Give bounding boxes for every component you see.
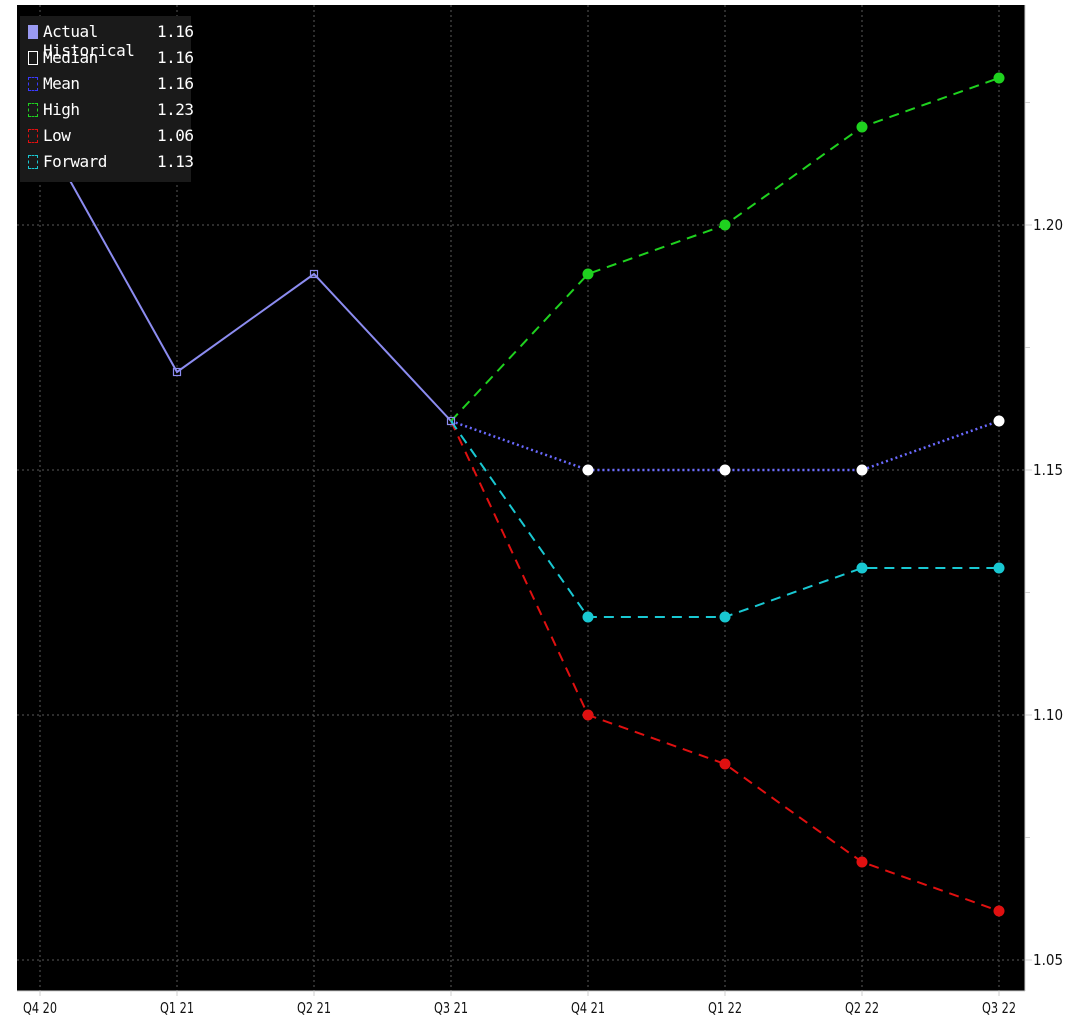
data-point-high [582, 268, 594, 280]
data-point-forward [856, 562, 868, 574]
data-point-low [582, 709, 594, 721]
legend-value: 1.16 [157, 74, 194, 93]
data-point-forward [993, 562, 1005, 574]
data-point-median [993, 415, 1005, 427]
y-tick-label: 1.20 [1033, 216, 1063, 234]
x-tick-label: Q3 22 [982, 999, 1016, 1017]
data-point-median [719, 464, 731, 476]
legend-item-mean[interactable]: Mean 1.16 [20, 72, 194, 96]
legend-label: Low [43, 126, 71, 145]
data-point-high [993, 72, 1005, 84]
legend-swatch [28, 103, 38, 117]
data-point-low [993, 905, 1005, 917]
legend-swatch [28, 155, 38, 169]
data-point-high [856, 121, 868, 133]
series-line-low [450, 420, 1000, 912]
legend-value: 1.13 [157, 152, 194, 171]
data-point-actual-historical [309, 269, 319, 279]
legend-label: Actual Historical [43, 22, 135, 60]
legend-swatch [28, 129, 38, 143]
legend-swatch [28, 51, 38, 65]
x-tick-label: Q2 22 [845, 999, 879, 1017]
y-tick-label: 1.05 [1033, 951, 1063, 969]
series-layer [35, 72, 1005, 917]
series-line-actual-historical [39, 126, 452, 422]
data-point-low [719, 758, 731, 770]
legend-item-high[interactable]: High 1.23 [20, 98, 194, 122]
legend-swatch [28, 25, 38, 39]
legend-label: Median [43, 48, 98, 67]
legend-value: 1.23 [157, 100, 194, 119]
y-tick-label: 1.15 [1033, 461, 1063, 479]
legend-swatch [28, 77, 38, 91]
legend-value: 1.16 [157, 22, 194, 41]
x-tick-label: Q4 21 [571, 999, 605, 1017]
legend-value: 1.16 [157, 48, 194, 67]
data-point-forward [719, 611, 731, 623]
legend-value: 1.06 [157, 126, 194, 145]
data-point-median [856, 464, 868, 476]
series-line-mean [450, 419, 1000, 472]
y-tick-label: 1.10 [1033, 706, 1063, 724]
x-tick-label: Q1 21 [160, 999, 194, 1017]
data-point-forward [582, 611, 594, 623]
legend-item-low[interactable]: Low 1.06 [20, 124, 194, 148]
x-tick-label: Q2 21 [297, 999, 331, 1017]
data-point-low [856, 856, 868, 868]
x-tick-label: Q1 22 [708, 999, 742, 1017]
legend-item-forward[interactable]: Forward 1.13 [20, 150, 194, 174]
data-point-high [719, 219, 731, 231]
legend-label: Forward [43, 152, 107, 171]
data-point-actual-historical [446, 416, 456, 426]
legend-label: High [43, 100, 80, 119]
data-point-median [582, 464, 594, 476]
data-point-actual-historical [172, 367, 182, 377]
legend-label: Mean [43, 74, 80, 93]
x-tick-label: Q3 21 [434, 999, 468, 1017]
axes: 1.05 1.10 1.15 1.20 Q4 20 Q1 21 Q2 21 Q3 21 Q4 2… [17, 5, 1063, 1017]
x-tick-label: Q4 20 [23, 999, 57, 1017]
legend-item-actual-historical[interactable]: Actual Historical 1.16 [20, 20, 194, 60]
legend: Actual Historical 1.16 Median 1.16 Mean … [20, 16, 194, 182]
legend-item-median[interactable]: Median 1.16 [20, 46, 194, 70]
